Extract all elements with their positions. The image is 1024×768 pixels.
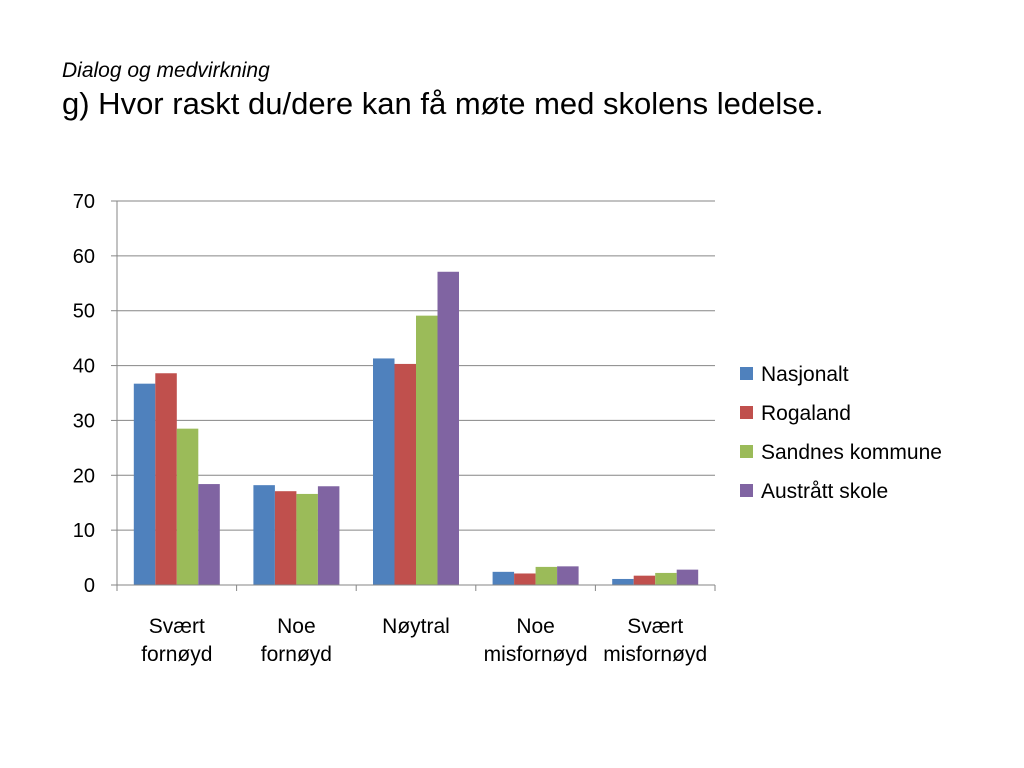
bar-sandnes-kommune	[176, 428, 199, 585]
slide-title-block: Dialog og medvirkning g) Hvor raskt du/d…	[62, 58, 824, 124]
y-tick-label: 40	[73, 356, 95, 378]
legend-swatch	[740, 367, 753, 380]
x-tick-label: Nøytral	[382, 615, 450, 638]
bar-nasjonalt	[492, 571, 515, 585]
legend-label: Austrått skole	[761, 480, 888, 503]
bar-rogaland	[155, 373, 177, 585]
slide-title: g) Hvor raskt du/dere kan få møte med sk…	[62, 86, 824, 121]
legend-label: Rogaland	[761, 402, 851, 425]
legend-swatch	[740, 445, 753, 458]
bar-nasjonalt	[373, 358, 395, 585]
bar-nasjonalt	[612, 578, 634, 585]
bar-rogaland	[394, 363, 416, 585]
y-tick-label: 60	[73, 246, 95, 268]
bar-austrått-skole	[198, 484, 220, 585]
x-tick-label: fornøyd	[141, 643, 212, 666]
bar-nasjonalt	[133, 383, 156, 585]
bar-rogaland	[274, 491, 297, 585]
slide-subtitle: Dialog og medvirkning	[62, 59, 270, 82]
x-tick-label: Svært	[627, 615, 683, 638]
bar-sandnes-kommune	[416, 315, 438, 585]
bar-rogaland	[514, 573, 536, 585]
y-tick-label: 30	[73, 410, 95, 432]
legend-label: Nasjonalt	[761, 363, 849, 386]
x-tick-label: fornøyd	[261, 643, 332, 666]
bar-nasjonalt	[253, 485, 275, 585]
y-tick-label: 70	[73, 191, 95, 213]
bar-rogaland	[633, 575, 656, 585]
bar-sandnes-kommune	[296, 493, 318, 585]
x-tick-label: Noe	[277, 615, 316, 638]
x-tick-label: misfornøyd	[484, 643, 588, 666]
y-tick-label: 0	[84, 575, 95, 597]
bar-austrått-skole	[557, 566, 579, 585]
x-tick-label: Svært	[149, 615, 205, 638]
y-tick-label: 10	[73, 520, 95, 542]
x-tick-label: Noe	[516, 615, 555, 638]
bar-austrått-skole	[676, 569, 699, 585]
y-tick-label: 20	[73, 465, 95, 487]
bar-sandnes-kommune	[535, 566, 558, 585]
legend-swatch	[740, 484, 753, 497]
y-tick-label: 50	[73, 301, 95, 323]
x-tick-label: misfornøyd	[603, 643, 707, 666]
bar-austrått-skole	[437, 271, 459, 585]
bar-austrått-skole	[317, 486, 340, 585]
legend-label: Sandnes kommune	[761, 441, 942, 464]
legend-swatch	[740, 406, 753, 419]
bar-sandnes-kommune	[655, 572, 677, 585]
